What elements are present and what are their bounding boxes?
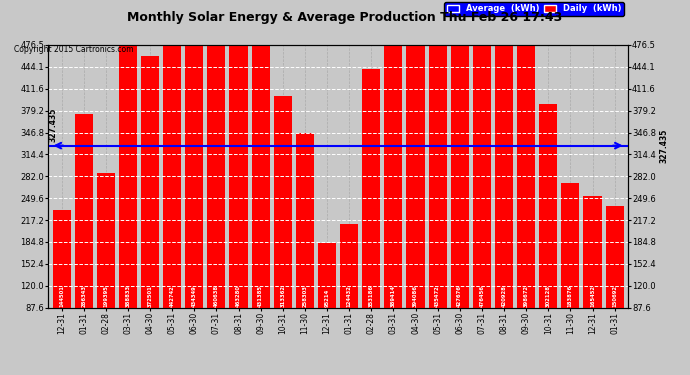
Bar	[185, 14, 204, 307]
Bar	[230, 0, 248, 308]
Text: 372501: 372501	[148, 285, 152, 307]
Bar	[340, 224, 358, 308]
Text: 388833: 388833	[126, 285, 130, 307]
Bar	[119, 45, 137, 308]
Text: 124432: 124432	[346, 285, 352, 307]
Bar	[252, 16, 270, 307]
Bar	[451, 19, 469, 307]
Bar	[296, 133, 314, 308]
Bar	[208, 0, 226, 308]
Text: 302128: 302128	[546, 285, 551, 307]
Bar	[141, 56, 159, 308]
Text: 434349: 434349	[192, 285, 197, 307]
Bar	[561, 183, 580, 308]
Bar	[274, 96, 292, 308]
Text: 476456: 476456	[480, 285, 484, 307]
Text: Monthly Solar Energy & Average Production Thu Feb 26 17:43: Monthly Solar Energy & Average Productio…	[128, 11, 562, 24]
Text: 431385: 431385	[258, 285, 263, 307]
Bar	[163, 9, 181, 308]
Text: 435472: 435472	[435, 285, 440, 307]
Text: 353186: 353186	[368, 285, 374, 307]
Text: 420928: 420928	[502, 285, 506, 307]
Text: 398672: 398672	[524, 285, 529, 307]
Text: 313362: 313362	[280, 285, 285, 307]
Text: 165452: 165452	[590, 285, 595, 307]
Text: Copyright 2015 Cartronics.com: Copyright 2015 Cartronics.com	[14, 45, 133, 54]
Bar	[384, 45, 402, 308]
Text: 460638: 460638	[214, 285, 219, 307]
Text: 199395: 199395	[104, 285, 108, 307]
Text: 463280: 463280	[236, 285, 241, 307]
Bar	[362, 69, 380, 308]
Text: 286343: 286343	[81, 285, 86, 307]
Text: 150692: 150692	[612, 285, 617, 307]
Text: 183876: 183876	[568, 285, 573, 307]
Text: 427676: 427676	[457, 285, 462, 307]
Text: 389414: 389414	[391, 285, 396, 307]
Text: 258303: 258303	[302, 285, 308, 307]
Bar	[406, 42, 424, 308]
Text: 144501: 144501	[59, 285, 64, 307]
Bar	[517, 38, 535, 308]
Bar	[473, 0, 491, 308]
Bar	[495, 23, 513, 308]
Text: 327.435: 327.435	[660, 128, 669, 163]
Bar	[97, 173, 115, 308]
Text: 327.435: 327.435	[48, 108, 57, 142]
Bar	[75, 114, 92, 308]
Bar	[318, 243, 336, 308]
Bar	[52, 210, 70, 308]
Text: 442742: 442742	[170, 285, 175, 307]
Bar	[539, 104, 558, 308]
Bar	[606, 206, 624, 308]
Bar	[584, 196, 602, 308]
Text: 394086: 394086	[413, 285, 418, 307]
Legend: Average  (kWh), Daily  (kWh): Average (kWh), Daily (kWh)	[444, 2, 624, 16]
Text: 95214: 95214	[324, 289, 330, 307]
Bar	[428, 13, 446, 307]
